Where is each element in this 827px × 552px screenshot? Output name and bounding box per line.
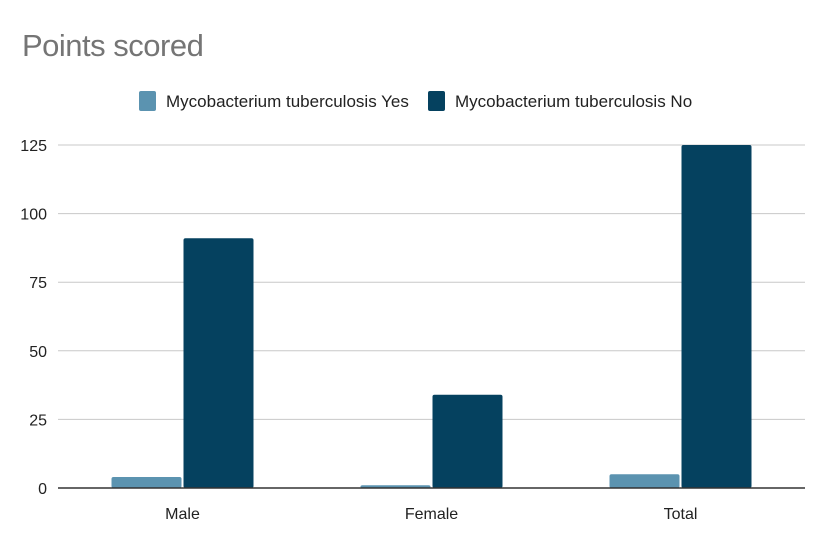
legend-swatch bbox=[428, 91, 445, 111]
y-tick-label: 125 bbox=[20, 138, 47, 155]
x-tick-label: Male bbox=[165, 506, 200, 523]
legend-label: Mycobacterium tuberculosis No bbox=[455, 92, 692, 111]
legend-swatch bbox=[139, 91, 156, 111]
y-tick-label: 75 bbox=[29, 275, 47, 292]
bar bbox=[183, 238, 254, 488]
bar bbox=[681, 145, 752, 488]
y-tick-label: 25 bbox=[29, 412, 47, 429]
y-tick-label: 0 bbox=[38, 481, 47, 498]
x-tick-label: Total bbox=[664, 506, 698, 523]
bar bbox=[609, 474, 680, 488]
y-tick-label: 50 bbox=[29, 344, 47, 361]
y-tick-label: 100 bbox=[20, 207, 47, 224]
x-tick-label: Female bbox=[405, 506, 458, 523]
bar bbox=[432, 394, 503, 488]
bar bbox=[111, 477, 182, 488]
legend-label: Mycobacterium tuberculosis Yes bbox=[166, 92, 409, 111]
chart-title: Points scored bbox=[22, 28, 204, 63]
